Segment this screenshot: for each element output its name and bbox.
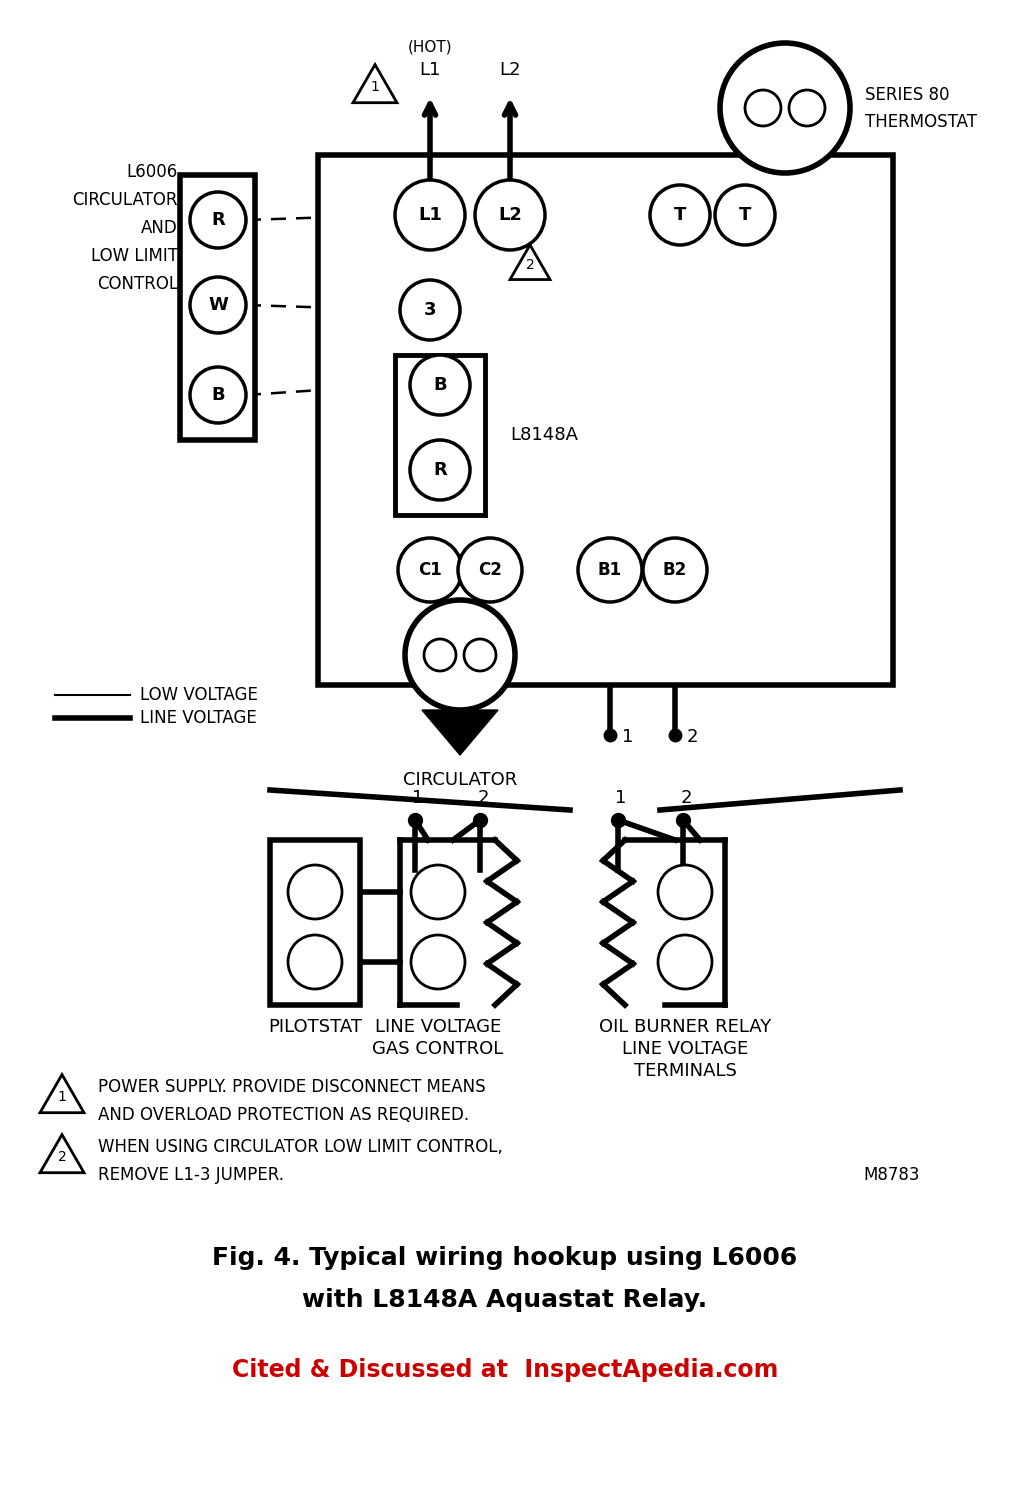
Text: W: W: [208, 296, 228, 314]
Circle shape: [464, 639, 496, 672]
Text: B2: B2: [663, 562, 687, 580]
Text: CIRCULATOR: CIRCULATOR: [73, 192, 178, 210]
Circle shape: [410, 440, 470, 499]
Circle shape: [643, 538, 707, 602]
Circle shape: [411, 935, 465, 990]
Circle shape: [658, 935, 712, 990]
Text: 2: 2: [681, 789, 692, 807]
Circle shape: [190, 367, 246, 424]
Circle shape: [190, 276, 246, 333]
Text: C2: C2: [478, 562, 502, 580]
Text: with L8148A Aquastat Relay.: with L8148A Aquastat Relay.: [302, 1288, 708, 1312]
Text: LINE VOLTAGE: LINE VOLTAGE: [140, 709, 257, 727]
Text: POWER SUPPLY. PROVIDE DISCONNECT MEANS: POWER SUPPLY. PROVIDE DISCONNECT MEANS: [98, 1077, 486, 1097]
Circle shape: [410, 355, 470, 415]
Bar: [270, 840, 360, 1005]
Text: 2: 2: [525, 259, 534, 272]
Text: R: R: [433, 461, 446, 478]
Text: 2: 2: [478, 789, 489, 807]
Circle shape: [745, 91, 781, 126]
Circle shape: [400, 279, 460, 340]
Text: L8148A: L8148A: [510, 426, 578, 444]
Text: LOW LIMIT: LOW LIMIT: [91, 247, 178, 265]
Text: REMOVE L1-3 JUMPER.: REMOVE L1-3 JUMPER.: [98, 1167, 284, 1184]
Bar: [318, 155, 893, 685]
Text: L6006: L6006: [126, 163, 178, 181]
Text: Cited & Discussed at  InspectApedia.com: Cited & Discussed at InspectApedia.com: [232, 1358, 778, 1382]
Text: L1: L1: [418, 207, 442, 224]
Text: T: T: [738, 207, 751, 224]
Circle shape: [720, 43, 850, 172]
Text: THERMOSTAT: THERMOSTAT: [865, 113, 977, 131]
Text: PILOTSTAT: PILOTSTAT: [268, 1018, 362, 1036]
Text: B1: B1: [598, 562, 622, 580]
Polygon shape: [40, 1074, 84, 1113]
Circle shape: [650, 184, 710, 245]
Circle shape: [288, 935, 342, 990]
Text: AND OVERLOAD PROTECTION AS REQUIRED.: AND OVERLOAD PROTECTION AS REQUIRED.: [98, 1106, 469, 1123]
Text: 2: 2: [58, 1150, 67, 1164]
Text: R: R: [211, 211, 225, 229]
Text: LINE VOLTAGE: LINE VOLTAGE: [622, 1040, 748, 1058]
Text: (HOT): (HOT): [408, 40, 452, 55]
Text: B: B: [433, 376, 446, 394]
Circle shape: [458, 538, 522, 602]
Circle shape: [405, 600, 515, 710]
Text: AND: AND: [141, 218, 178, 236]
Text: L2: L2: [498, 207, 522, 224]
Circle shape: [190, 192, 246, 248]
Text: 1: 1: [615, 789, 626, 807]
Text: L2: L2: [499, 61, 521, 79]
Circle shape: [411, 865, 465, 918]
Text: 2: 2: [687, 728, 699, 746]
Text: OIL BURNER RELAY: OIL BURNER RELAY: [599, 1018, 771, 1036]
Circle shape: [424, 639, 456, 672]
Polygon shape: [422, 710, 498, 755]
Circle shape: [789, 91, 825, 126]
Text: C1: C1: [418, 562, 442, 580]
Text: SERIES 80: SERIES 80: [865, 86, 949, 104]
Text: WHEN USING CIRCULATOR LOW LIMIT CONTROL,: WHEN USING CIRCULATOR LOW LIMIT CONTROL,: [98, 1138, 503, 1156]
Text: LOW VOLTAGE: LOW VOLTAGE: [140, 687, 258, 704]
Polygon shape: [354, 64, 397, 103]
Circle shape: [398, 538, 462, 602]
Text: 1: 1: [371, 80, 380, 94]
Bar: [395, 355, 485, 516]
Circle shape: [715, 184, 775, 245]
Text: 1: 1: [622, 728, 633, 746]
Polygon shape: [510, 245, 550, 279]
Text: CONTROL: CONTROL: [97, 275, 178, 293]
Circle shape: [288, 865, 342, 918]
Text: GAS CONTROL: GAS CONTROL: [373, 1040, 504, 1058]
Text: B: B: [211, 386, 225, 404]
Text: T: T: [674, 207, 686, 224]
Bar: [180, 175, 255, 440]
Circle shape: [658, 865, 712, 918]
Text: Fig. 4. Typical wiring hookup using L6006: Fig. 4. Typical wiring hookup using L600…: [212, 1245, 798, 1271]
Text: LINE VOLTAGE: LINE VOLTAGE: [375, 1018, 501, 1036]
Text: L1: L1: [419, 61, 440, 79]
Circle shape: [578, 538, 642, 602]
Text: 1: 1: [58, 1089, 67, 1104]
Polygon shape: [40, 1135, 84, 1172]
Text: 1: 1: [412, 789, 423, 807]
Circle shape: [475, 180, 545, 250]
Text: M8783: M8783: [864, 1167, 920, 1184]
Text: CIRCULATOR: CIRCULATOR: [403, 771, 517, 789]
Text: TERMINALS: TERMINALS: [633, 1062, 736, 1080]
Circle shape: [395, 180, 465, 250]
Text: 3: 3: [424, 302, 436, 319]
